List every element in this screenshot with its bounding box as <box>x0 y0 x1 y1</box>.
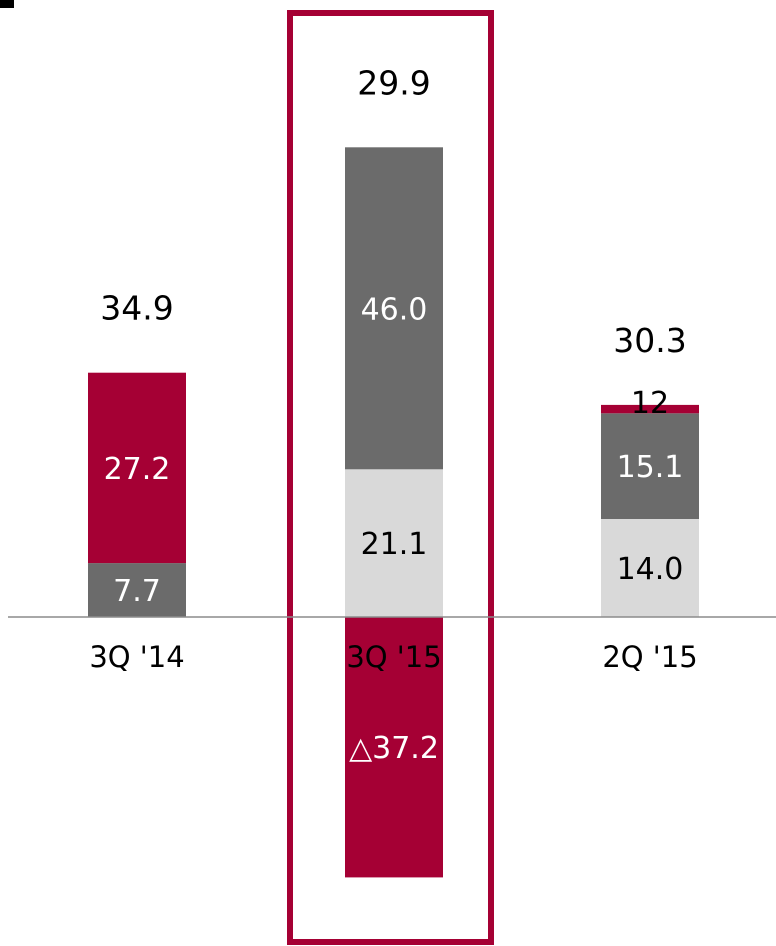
bar-segment-1-0 <box>345 617 443 878</box>
corner-fragment <box>0 0 14 8</box>
total-label-1: 29.9 <box>357 63 430 102</box>
bar-segment-0-1 <box>88 372 186 564</box>
total-label-2: 30.3 <box>613 321 686 360</box>
bar-segment-2-2 <box>601 404 699 414</box>
bar-segment-2-0 <box>601 519 699 617</box>
category-label-1: 3Q '15 <box>346 640 441 674</box>
segment-label-2-1: 15.1 <box>617 450 684 485</box>
bar-segment-0-0 <box>88 563 186 617</box>
segment-label-1-0: △37.2 <box>349 731 439 766</box>
segment-label-0-0: 7.7 <box>113 574 161 609</box>
segment-label-1-2: 46.0 <box>361 292 428 327</box>
category-label-0: 3Q '14 <box>89 640 184 674</box>
highlight-frame <box>287 10 494 945</box>
total-label-0: 34.9 <box>100 289 173 328</box>
category-label-2: 2Q '15 <box>602 640 697 674</box>
segment-label-0-1: 27.2 <box>104 452 171 487</box>
segment-label-2-0: 14.0 <box>617 552 684 587</box>
bar-segment-2-1 <box>601 413 699 519</box>
bar-segment-1-2 <box>345 147 443 470</box>
bar-segment-1-1 <box>345 469 443 617</box>
segment-label-2-2: 12 <box>631 386 669 421</box>
segment-label-1-1: 21.1 <box>361 527 428 562</box>
